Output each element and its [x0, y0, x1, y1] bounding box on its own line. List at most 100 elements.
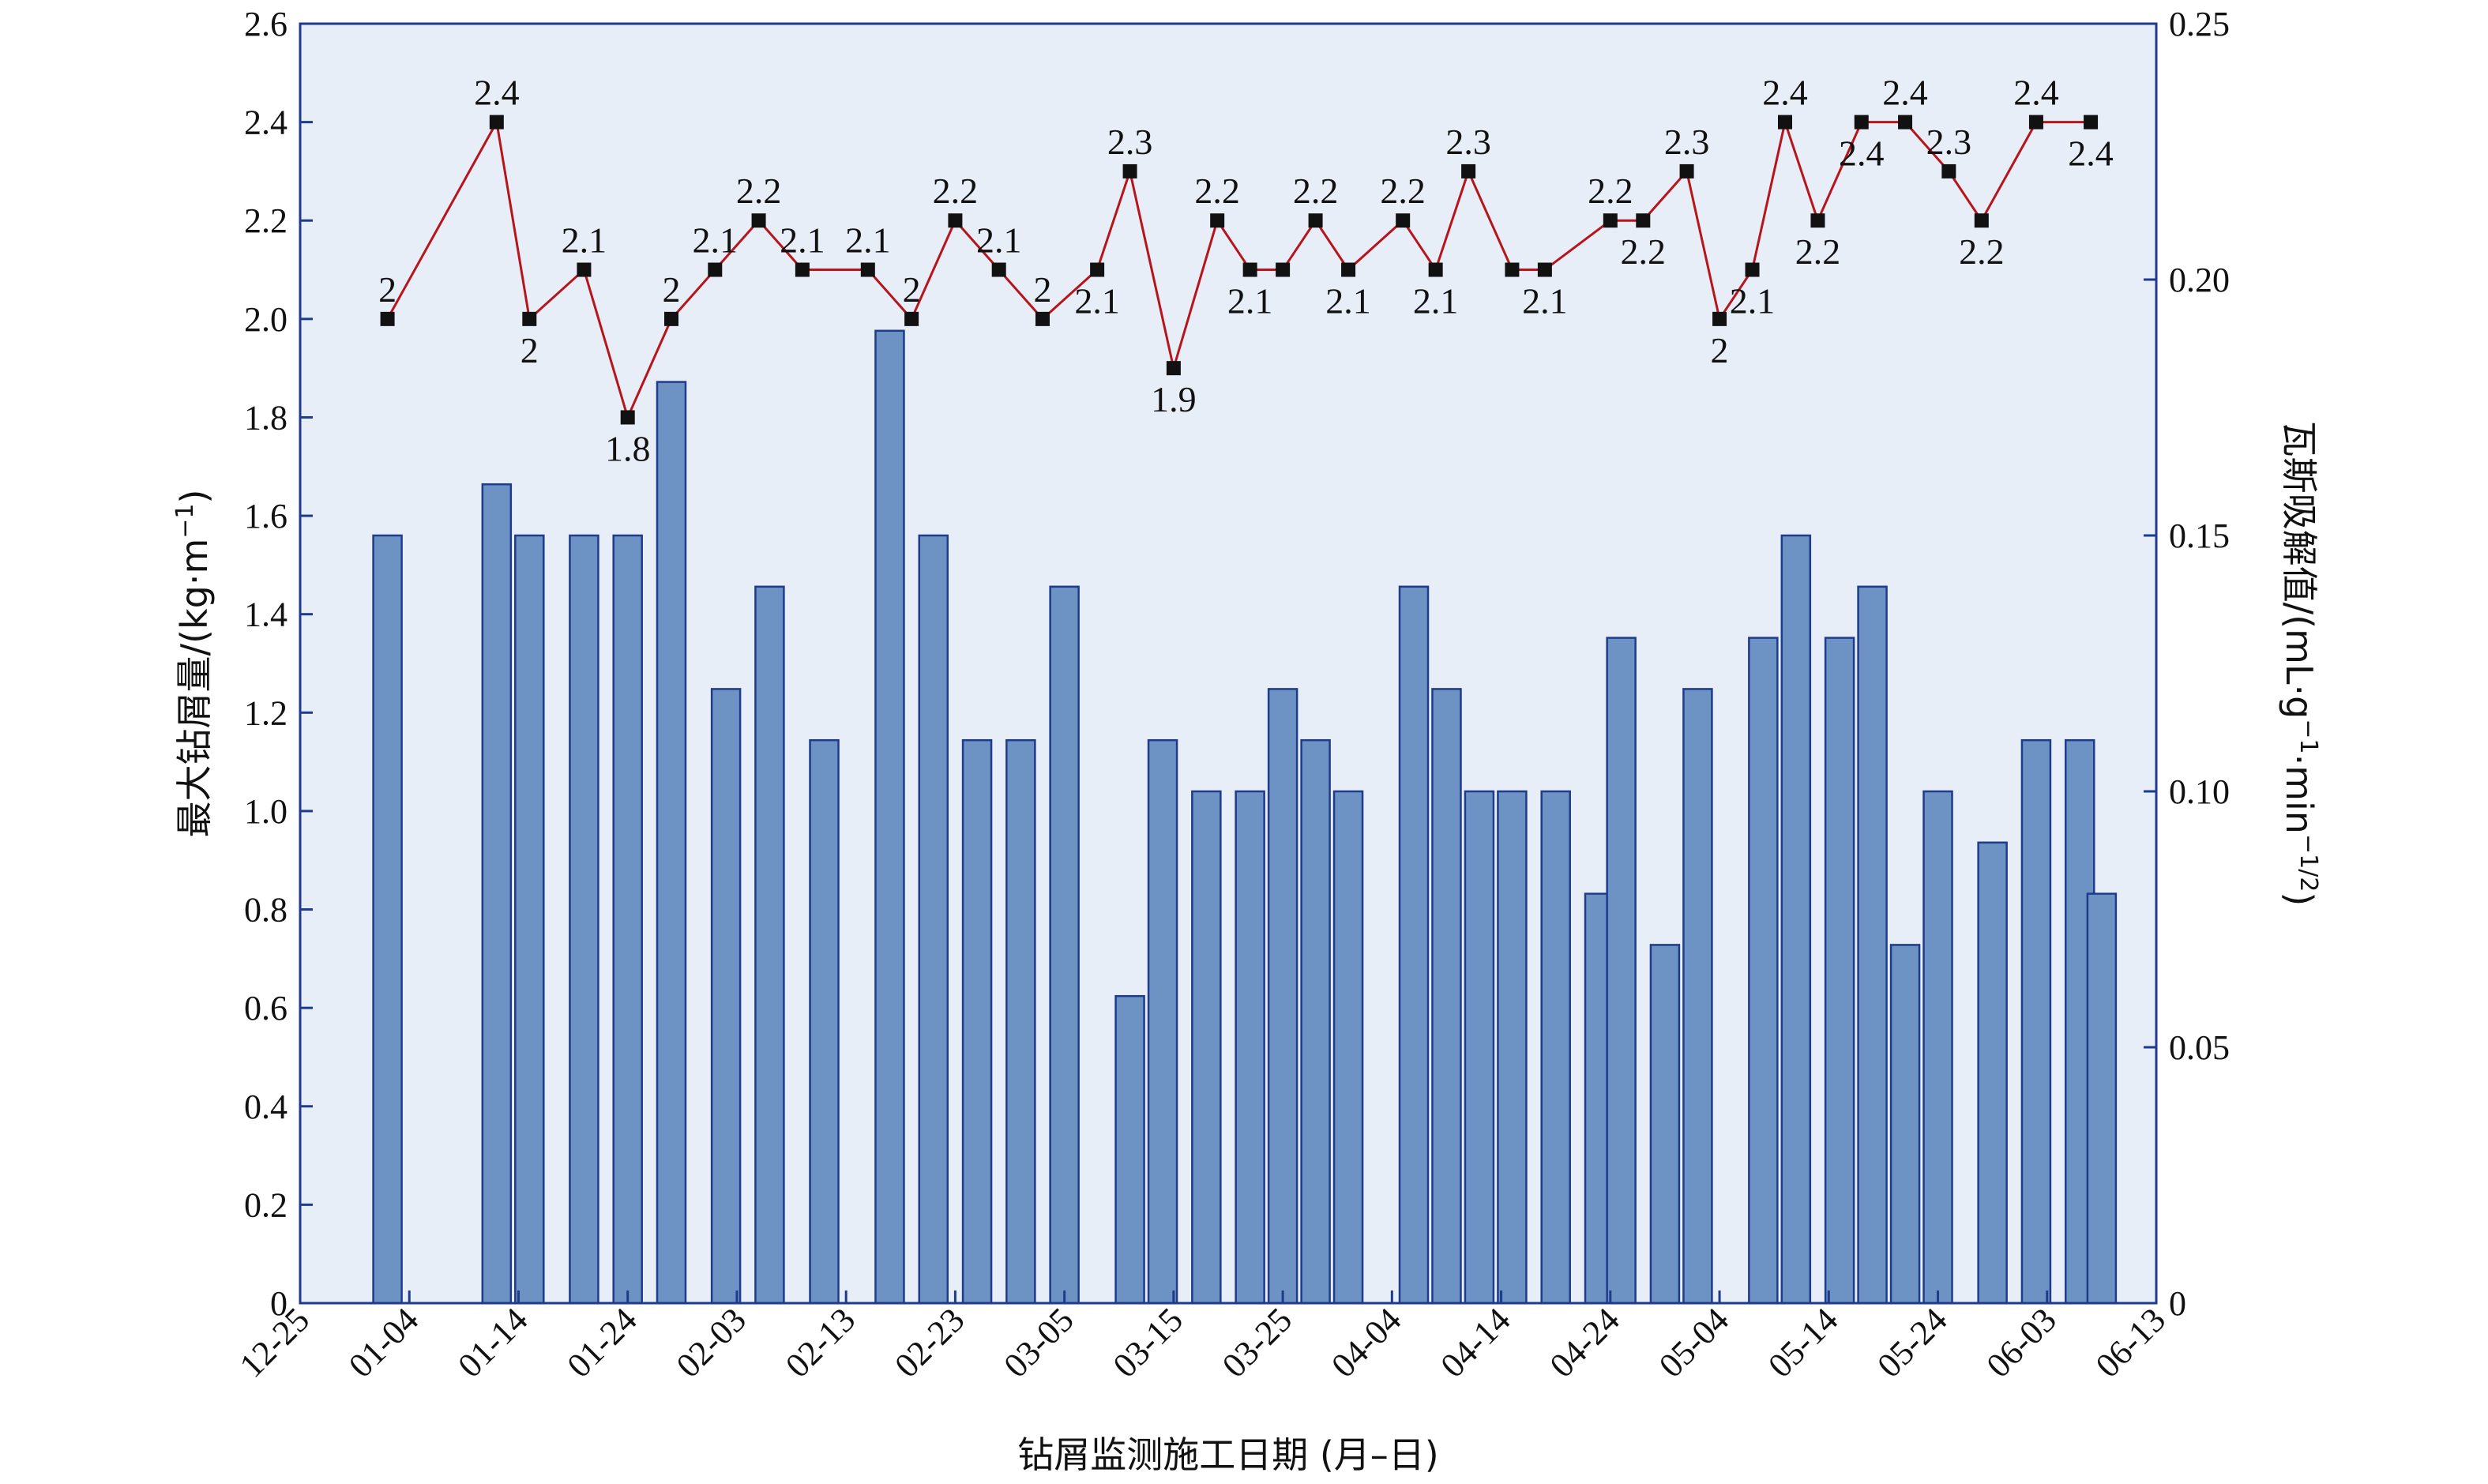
left-axis-title-sup: −1	[171, 504, 199, 539]
bar	[1332, 790, 1364, 1305]
x-tick-label: 05-14	[1761, 1300, 1845, 1384]
bar	[1682, 688, 1713, 1305]
right-axis-title-end: )	[2278, 892, 2321, 906]
x-tick-label: 01-04	[341, 1300, 426, 1384]
left-tick-label: 1.2	[244, 693, 288, 732]
left-axis-title: 最大钻屑量/(kg·m−1)	[171, 490, 216, 838]
left-tick-label: 0.2	[244, 1185, 288, 1224]
line-point-marker	[1941, 163, 1956, 178]
line-data-label: 2	[663, 269, 681, 310]
line-data-label: 2.1	[1325, 281, 1371, 321]
left-tick-label: 0.6	[244, 989, 288, 1028]
bar	[2020, 738, 2052, 1305]
line-point-marker	[1210, 213, 1225, 228]
line-data-label: 2.4	[2013, 73, 2059, 113]
line-data-label: 2.2	[1588, 171, 1633, 211]
bar	[1235, 790, 1265, 1305]
x-tick-label: 05-24	[1870, 1300, 1954, 1384]
x-tick-label: 06-13	[2088, 1300, 2173, 1384]
right-tick-label: 0.20	[2169, 261, 2230, 299]
left-tick-label: 0.4	[244, 1088, 288, 1126]
line-data-label: 2	[521, 330, 539, 370]
line-point-marker	[2084, 115, 2099, 130]
right-tick-label: 0.10	[2169, 772, 2230, 811]
bar	[514, 534, 545, 1305]
x-tick-label: 04-14	[1433, 1300, 1517, 1384]
bar	[1114, 994, 1145, 1305]
line-data-label: 2.1	[1730, 281, 1776, 321]
line-data-label: 2	[903, 269, 921, 310]
x-tick-label: 02-03	[669, 1300, 754, 1384]
bar	[1977, 841, 2008, 1305]
line-data-label: 2.2	[1621, 231, 1667, 272]
line-point-marker	[1396, 213, 1411, 228]
line-data-label: 2.1	[1413, 281, 1459, 321]
line-data-label: 2	[1034, 269, 1052, 310]
line-point-marker	[860, 262, 875, 277]
bar	[1540, 790, 1571, 1305]
left-tick-label: 2.0	[244, 300, 288, 339]
x-tick-label: 04-24	[1543, 1300, 1627, 1384]
left-tick-label: 0	[270, 1284, 288, 1323]
line-point-marker	[1898, 115, 1913, 130]
line-data-label: 2.2	[1380, 171, 1426, 211]
left-axis-title-end: )	[173, 490, 216, 504]
line-data-label: 2.1	[845, 220, 891, 261]
bar	[612, 534, 643, 1305]
left-tick-label: 2.2	[244, 201, 288, 240]
bar	[1049, 585, 1080, 1305]
line-point-marker	[577, 262, 592, 277]
bar	[1191, 790, 1222, 1305]
bar	[1398, 585, 1430, 1305]
line-data-label: 2	[1711, 330, 1729, 370]
line-data-label: 2.2	[736, 171, 782, 211]
line-point-marker	[1166, 361, 1181, 376]
bar	[918, 534, 949, 1305]
x-tick-label: 01-14	[450, 1300, 535, 1384]
right-axis-title-mid: ·min	[2278, 754, 2321, 834]
x-tick-label: 02-13	[778, 1300, 863, 1384]
line-data-label: 1.9	[1151, 379, 1197, 419]
right-axis-ticks: 0 0.05 0.10 0.15 0.20 0.25	[2144, 5, 2230, 1323]
max-cuttings-line	[386, 117, 2091, 421]
line-point-marker	[904, 311, 919, 326]
left-tick-label: 0.8	[244, 891, 288, 930]
line-point-marker	[1537, 262, 1552, 277]
line-point-marker	[1854, 115, 1869, 130]
bar	[2086, 892, 2118, 1305]
line-data-label: 2.4	[1839, 133, 1885, 174]
bar	[1300, 738, 1331, 1305]
x-tick-label: 03-25	[1215, 1300, 1299, 1384]
line-data-label: 2.1	[1227, 281, 1273, 321]
bar	[1431, 688, 1462, 1305]
bar	[1748, 637, 1779, 1305]
line-point-marker	[1122, 163, 1137, 178]
line-data-label: 2.2	[1194, 171, 1240, 211]
bar	[809, 738, 840, 1305]
line-point-marker	[1341, 262, 1356, 277]
x-tick-label: 05-04	[1652, 1300, 1736, 1384]
line-point-marker	[1712, 311, 1727, 326]
bar	[1824, 637, 1855, 1305]
line-data-label: 2.3	[1926, 122, 1972, 162]
left-tick-label: 2.6	[244, 5, 288, 43]
line-point-marker	[1505, 262, 1520, 277]
left-axis-title-main: 最大钻屑量/(kg·m	[173, 539, 216, 838]
bar	[1606, 637, 1637, 1305]
line-data-label: 2.4	[1882, 73, 1928, 113]
left-tick-label: 1.8	[244, 398, 288, 437]
line-data-label: 2.4	[2068, 133, 2114, 174]
bar	[372, 534, 403, 1305]
line-point-marker	[522, 311, 537, 326]
line-point-marker	[948, 213, 963, 228]
line-point-marker	[1745, 262, 1760, 277]
line-data-label: 2.2	[933, 171, 979, 211]
x-axis-title: 钻屑监测施工日期 (月–日)	[1017, 1433, 1439, 1476]
line-point-marker	[1090, 262, 1105, 277]
right-tick-label: 0.15	[2169, 517, 2230, 555]
line-data-label: 2.4	[1762, 73, 1808, 113]
bars-series	[372, 329, 2118, 1305]
bar	[1005, 738, 1036, 1305]
bar	[656, 381, 687, 1305]
